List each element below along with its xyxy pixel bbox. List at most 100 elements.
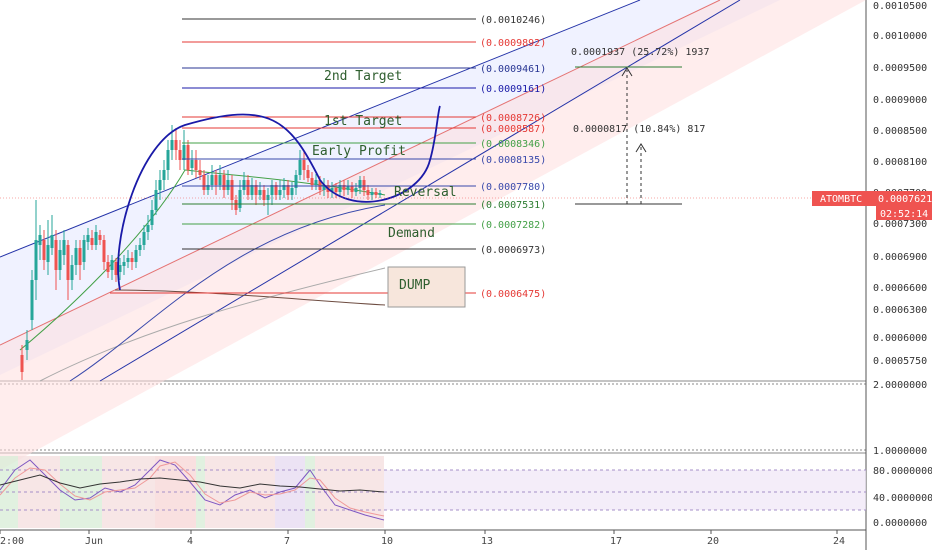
price-tick-label: 0.0009000 (873, 95, 927, 106)
candle-body (134, 250, 138, 262)
stoch-k-line (0, 459, 385, 521)
candle-body (54, 240, 58, 270)
candle-body (50, 235, 54, 248)
annotation-label: Reversal (394, 185, 457, 200)
candle-body (194, 160, 198, 170)
fib-level-label: (0.0007282) (480, 220, 546, 231)
candle-body (106, 262, 110, 272)
candle-body (334, 188, 338, 192)
candle-body (378, 193, 382, 195)
candle-body (90, 238, 94, 245)
candle-body (262, 190, 266, 200)
candle-body (66, 245, 70, 280)
candle-body (25, 340, 29, 350)
candle-body (286, 185, 290, 195)
price-tick-label: 0.0007300 (873, 219, 927, 230)
candle-body (102, 240, 106, 262)
price-tick-label: 0.0006000 (873, 333, 927, 344)
candle-body (94, 232, 98, 245)
fib-level-label: (0.0008726) (480, 113, 546, 124)
ma-blue (69, 204, 386, 382)
candle-body (174, 140, 178, 150)
candle-body (362, 180, 366, 190)
candle-body (230, 180, 234, 200)
candle-body (282, 185, 286, 190)
price-badge (812, 191, 932, 206)
time-tick-label: 17 (610, 536, 622, 547)
candle-body (338, 185, 342, 192)
candle-body (254, 185, 258, 195)
measure-arrow-head-2 (635, 143, 647, 153)
candle-body (358, 180, 362, 188)
candle-body (270, 185, 274, 195)
candle-body (146, 225, 150, 232)
candle-body (350, 186, 354, 192)
candle-body (74, 248, 78, 265)
candle-body (346, 186, 350, 190)
time-tick-label: Jun (85, 536, 103, 547)
indicator-tick-label: 2.0000000 (873, 380, 927, 391)
candle-body (250, 185, 254, 195)
time-tick-label: 2:00 (0, 536, 24, 547)
candle-body (62, 240, 66, 255)
candle-body (150, 210, 154, 225)
candle-body (110, 260, 114, 270)
cup-handle-curve (117, 105, 441, 291)
candle-body (38, 235, 42, 245)
candle-body (306, 170, 310, 178)
ma-grey (39, 267, 386, 382)
price-tick-label: 0.0008100 (873, 157, 927, 168)
candle-body (310, 178, 314, 185)
symbol-label: ATOMBTC (820, 194, 862, 205)
time-tick-label: 4 (187, 536, 193, 547)
measure-label: 0.0000817 (10.84%) 817 (573, 124, 705, 135)
candle-body (190, 160, 194, 168)
fib-level-label: (0.0008587) (480, 124, 546, 135)
countdown-badge (876, 206, 932, 220)
candle-body (274, 185, 278, 195)
candle-body (58, 250, 62, 270)
oscillator-tick-label: 80.0000000 (873, 466, 932, 477)
candle-body (166, 150, 170, 170)
channel-bottom-line (99, 0, 741, 382)
candle-body (170, 140, 174, 150)
osc-band-future (384, 470, 866, 510)
candle-body (342, 185, 346, 190)
osc-band (305, 456, 315, 528)
candle-body (138, 245, 142, 250)
fib-level-label: (0.0009892) (480, 38, 546, 49)
candle-body (162, 170, 166, 180)
candle-body (370, 192, 374, 195)
fib-level-label: (0.0006973) (480, 245, 546, 256)
candle-body (266, 195, 270, 200)
candle-body (78, 248, 82, 265)
countdown-label: 02:52:14 (880, 209, 928, 220)
annotation-label: Demand (388, 226, 435, 241)
indicator-tick-label: 1.0000000 (873, 446, 927, 457)
candle-body (238, 190, 242, 208)
candle-body (86, 235, 90, 242)
price-tick-label: 0.0010500 (873, 1, 927, 12)
fib-level-label: (0.0010246) (480, 15, 546, 26)
time-tick-label: 7 (284, 536, 290, 547)
candle-body (290, 188, 294, 195)
candle-body (302, 160, 306, 170)
candle-body (330, 188, 334, 192)
candle-body (318, 180, 322, 190)
candle-body (206, 185, 210, 190)
rsi-line (0, 474, 385, 493)
time-tick-label: 13 (481, 536, 493, 547)
candle-body (154, 190, 158, 210)
candle-body (98, 235, 102, 240)
candle-body (214, 175, 218, 185)
time-tick-label: 10 (381, 536, 393, 547)
candle-body (182, 145, 186, 160)
fib-level-label: (0.0007531) (480, 200, 546, 211)
candle-body (202, 175, 206, 190)
candle-body (186, 145, 190, 170)
fib-level-label: (0.0008135) (480, 155, 546, 166)
lower-channel-fill (0, 0, 866, 470)
price-tick-label: 0.0005750 (873, 356, 927, 367)
